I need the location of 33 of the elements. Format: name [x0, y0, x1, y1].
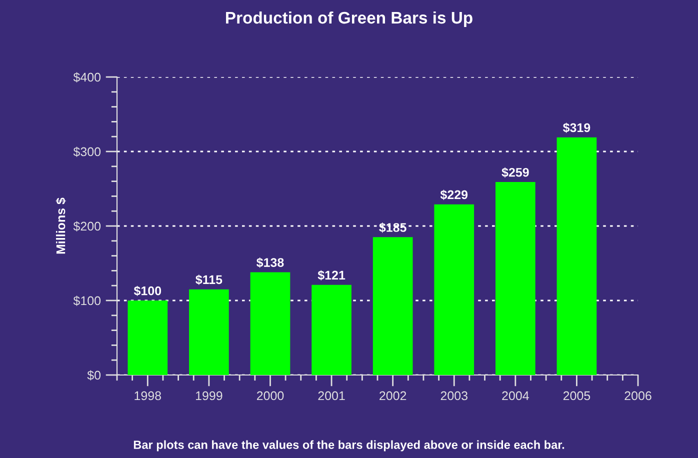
x-tick-label: 2006	[624, 391, 652, 400]
data-label: $259	[502, 167, 529, 178]
x-tick-label: 1999	[196, 391, 222, 400]
y-tick-label: $200	[73, 221, 101, 232]
bar	[372, 237, 413, 375]
data-label: $138	[256, 258, 284, 268]
x-tick-label: 2000	[256, 391, 284, 400]
bar	[556, 137, 597, 375]
y-tick-label: $300	[73, 146, 101, 157]
y-axis-title: Millions $	[56, 198, 66, 254]
y-tick-label: $0	[87, 370, 101, 380]
x-tick-label: 1998	[134, 391, 162, 400]
data-label: $185	[379, 222, 406, 233]
x-tick-label: 2002	[380, 391, 406, 400]
y-tick-label: $400	[73, 72, 101, 82]
data-label: $115	[196, 274, 222, 285]
x-tick-label: 2004	[502, 391, 529, 400]
bar	[312, 284, 352, 375]
bar	[495, 182, 536, 375]
data-label: $319	[562, 122, 590, 133]
bar	[434, 204, 474, 375]
bar	[128, 300, 168, 375]
bar	[189, 289, 229, 375]
data-label: $229	[440, 190, 468, 200]
chart-title: Production of Green Bars is Up	[226, 11, 472, 27]
y-tick-label: $100	[73, 296, 101, 306]
text: Bar plots can have the values of the bars displayed above or inside each bar.	[134, 440, 564, 452]
bar	[250, 272, 290, 375]
x-tick-label: 2001	[318, 391, 345, 400]
x-tick-label: 2003	[440, 391, 468, 400]
x-tick-label: 2005	[563, 391, 590, 400]
data-label: $100	[134, 286, 162, 296]
data-label: $121	[318, 270, 346, 280]
